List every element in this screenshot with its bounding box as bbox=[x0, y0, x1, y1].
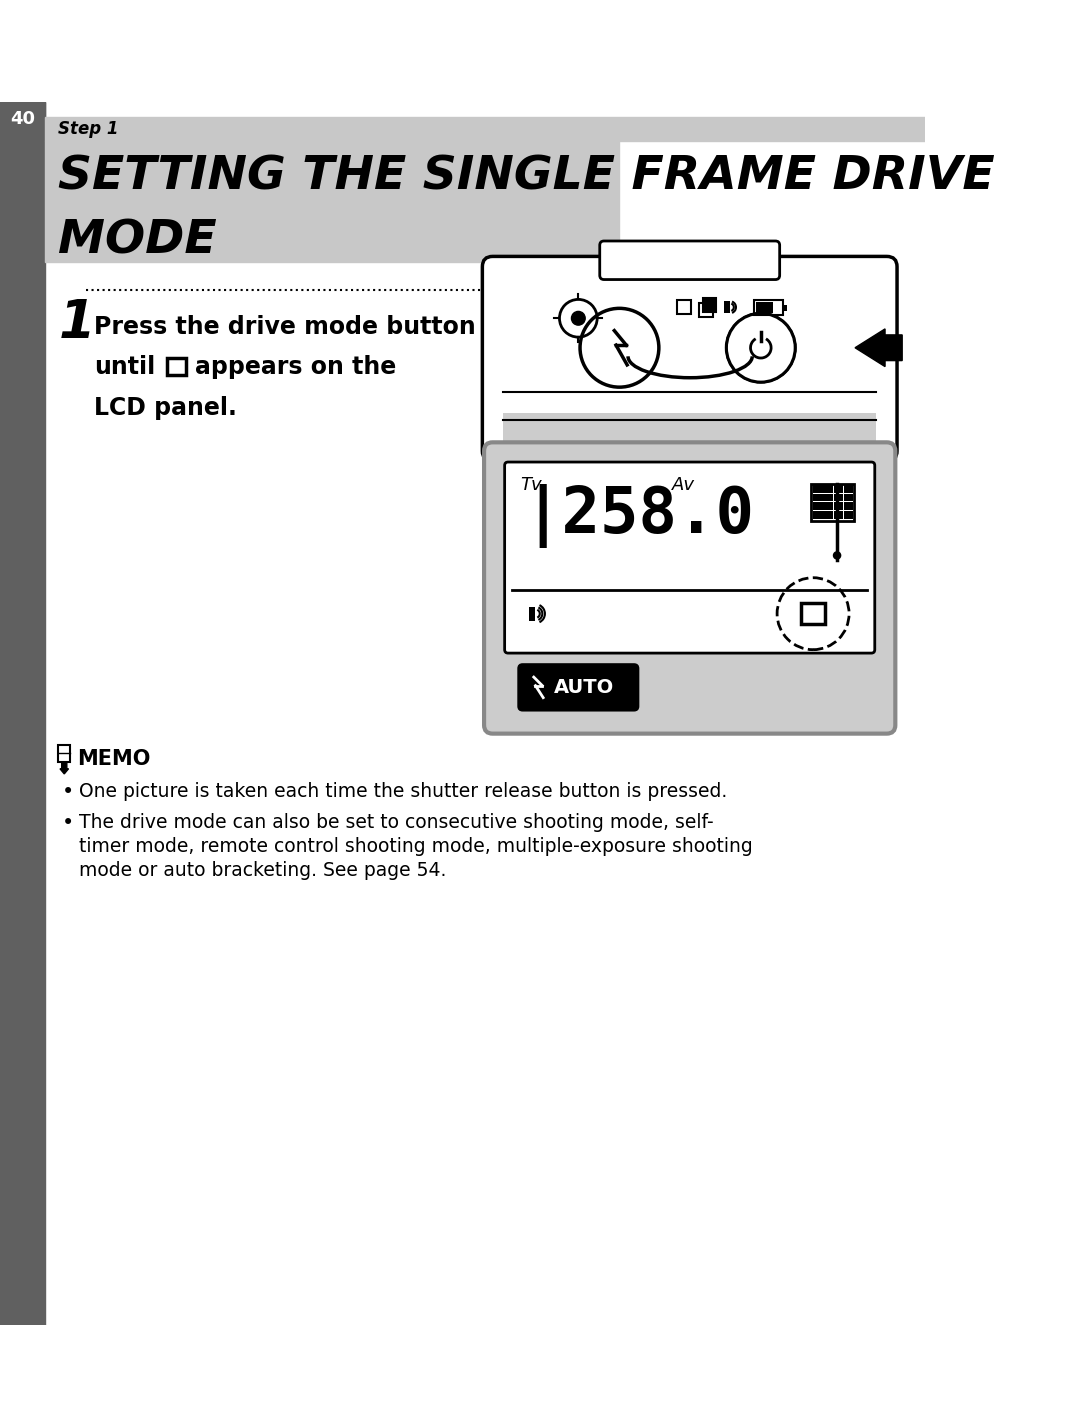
Bar bbox=[801, 604, 825, 624]
FancyArrow shape bbox=[60, 762, 68, 773]
Bar bbox=[167, 358, 186, 375]
Text: LCD panel.: LCD panel. bbox=[94, 397, 238, 420]
Circle shape bbox=[580, 308, 659, 387]
Bar bbox=[834, 485, 843, 492]
Bar bbox=[44, 141, 619, 263]
Bar bbox=[783, 304, 786, 311]
FancyArrow shape bbox=[855, 328, 902, 367]
Bar bbox=[724, 301, 730, 313]
FancyBboxPatch shape bbox=[599, 241, 780, 280]
Bar bbox=[843, 485, 853, 492]
Text: |258.0: |258.0 bbox=[524, 484, 755, 548]
Bar bbox=[813, 494, 823, 501]
Bar bbox=[823, 511, 833, 518]
Text: MODE: MODE bbox=[58, 218, 217, 264]
Bar bbox=[834, 511, 843, 518]
Circle shape bbox=[571, 311, 585, 325]
Text: mode or auto bracketing. See page 54.: mode or auto bracketing. See page 54. bbox=[79, 862, 446, 880]
Text: AUTO: AUTO bbox=[553, 678, 613, 696]
Circle shape bbox=[727, 314, 795, 382]
Bar bbox=[0, 103, 44, 137]
Text: •: • bbox=[62, 782, 73, 802]
Bar bbox=[754, 300, 783, 315]
Text: until: until bbox=[94, 355, 156, 380]
Text: MEMO: MEMO bbox=[77, 749, 150, 769]
Text: 1: 1 bbox=[58, 297, 95, 348]
FancyBboxPatch shape bbox=[518, 664, 638, 711]
Bar bbox=[834, 494, 843, 501]
Text: Step 1: Step 1 bbox=[58, 120, 119, 138]
Bar bbox=[528, 606, 536, 621]
Bar bbox=[58, 745, 70, 762]
Bar bbox=[756, 303, 773, 313]
Circle shape bbox=[833, 551, 841, 559]
Bar bbox=[813, 502, 823, 509]
Bar bbox=[823, 485, 833, 492]
Text: timer mode, remote control shooting mode, multiple-exposure shooting: timer mode, remote control shooting mode… bbox=[79, 838, 753, 856]
Text: Av: Av bbox=[672, 475, 694, 494]
Text: Press the drive mode button: Press the drive mode button bbox=[94, 315, 476, 338]
Bar bbox=[810, 484, 854, 521]
FancyBboxPatch shape bbox=[504, 462, 875, 654]
FancyBboxPatch shape bbox=[484, 442, 895, 733]
Bar bbox=[44, 117, 926, 141]
Bar bbox=[823, 502, 833, 509]
Bar bbox=[834, 502, 843, 509]
Bar bbox=[699, 303, 713, 317]
Text: The drive mode can also be set to consecutive shooting mode, self-: The drive mode can also be set to consec… bbox=[79, 813, 714, 832]
Text: SETTING THE SINGLE FRAME DRIVE: SETTING THE SINGLE FRAME DRIVE bbox=[58, 154, 995, 200]
Bar bbox=[813, 485, 823, 492]
Circle shape bbox=[727, 314, 795, 382]
Bar bbox=[813, 511, 823, 518]
Bar bbox=[843, 511, 853, 518]
Text: Tv: Tv bbox=[521, 475, 542, 494]
Bar bbox=[843, 502, 853, 509]
Bar bbox=[677, 300, 690, 314]
Bar bbox=[843, 494, 853, 501]
Bar bbox=[0, 103, 44, 1324]
Text: appears on the: appears on the bbox=[195, 355, 396, 380]
Text: One picture is taken each time the shutter release button is pressed.: One picture is taken each time the shutt… bbox=[79, 782, 727, 802]
Bar bbox=[823, 494, 833, 501]
Text: 40: 40 bbox=[10, 110, 35, 128]
FancyBboxPatch shape bbox=[483, 257, 897, 461]
Text: •: • bbox=[62, 813, 73, 833]
Bar bbox=[503, 412, 877, 442]
Bar bbox=[703, 298, 716, 311]
